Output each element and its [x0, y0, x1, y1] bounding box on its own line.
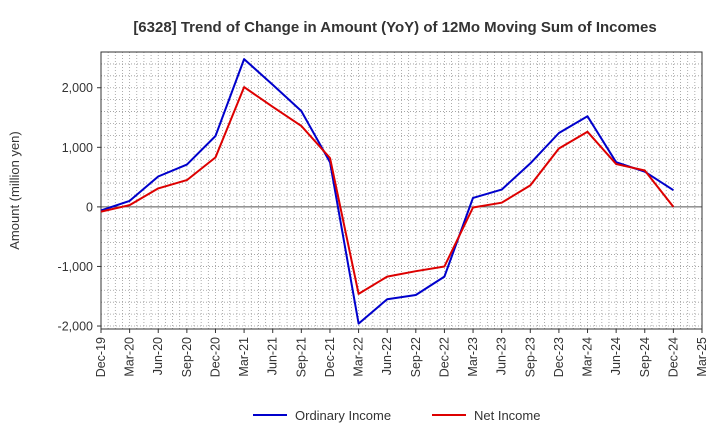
x-tick-label: Jun-22 — [380, 337, 394, 375]
x-tick-label: Sep-24 — [638, 337, 652, 377]
x-tick-label: Mar-24 — [581, 337, 595, 377]
y-tick-label: -2,000 — [58, 320, 93, 334]
y-tick-label: 0 — [86, 200, 93, 214]
x-tick-label: Jun-23 — [495, 337, 509, 375]
x-tick-label: Dec-22 — [437, 337, 451, 377]
x-tick-label: Mar-23 — [466, 337, 480, 377]
legend-label-net-income: Net Income — [474, 408, 540, 423]
x-tick-label: Sep-20 — [180, 337, 194, 377]
x-tick-label: Jun-24 — [609, 337, 623, 375]
y-tick-label: -1,000 — [58, 260, 93, 274]
series-line-net-income — [100, 86, 675, 295]
x-tick-label: Mar-20 — [123, 337, 137, 377]
x-tick-label: Dec-23 — [552, 337, 566, 377]
x-tick-label: Dec-19 — [94, 337, 108, 377]
x-tick-label: Mar-21 — [237, 337, 251, 377]
x-tick-label: Sep-23 — [523, 337, 537, 377]
series-line-ordinary-income — [100, 58, 674, 325]
x-tick-label: Jun-21 — [266, 337, 280, 375]
y-tick-label: 2,000 — [62, 81, 93, 95]
x-tick-label: Mar-22 — [352, 337, 366, 377]
y-axis-label: Amount (million yen) — [7, 131, 22, 250]
x-tick-label: Jun-20 — [151, 337, 165, 375]
x-tick-label: Sep-22 — [409, 337, 423, 377]
legend: Ordinary Income Net Income — [253, 408, 540, 423]
x-tick-label: Dec-24 — [666, 337, 680, 377]
x-tick-label: Sep-21 — [294, 337, 308, 377]
legend-label-ordinary-income: Ordinary Income — [295, 408, 391, 423]
series — [100, 58, 675, 325]
y-axis-ticks: -2,000 -1,000 0 1,000 2,000 — [58, 81, 101, 334]
plot-area — [100, 51, 703, 330]
y-tick-label: 1,000 — [62, 141, 93, 155]
x-tick-label: Mar-25 — [695, 337, 709, 377]
x-tick-label: Dec-20 — [208, 337, 222, 377]
grid — [101, 51, 702, 329]
x-tick-label: Dec-21 — [323, 337, 337, 377]
chart-title: [6328] Trend of Change in Amount (YoY) o… — [133, 19, 656, 36]
x-axis-ticks: Dec-19 Mar-20 Jun-20 Sep-20 Dec-20 Mar-21 Jun-… — [94, 329, 709, 377]
